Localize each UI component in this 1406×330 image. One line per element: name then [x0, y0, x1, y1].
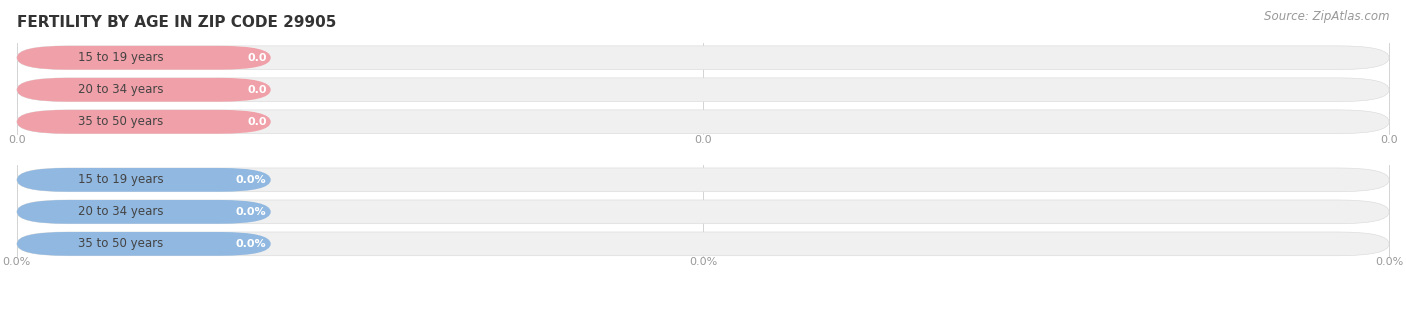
Text: 0.0%: 0.0% [236, 175, 267, 185]
FancyBboxPatch shape [17, 200, 271, 224]
Text: 15 to 19 years: 15 to 19 years [77, 51, 163, 64]
FancyBboxPatch shape [17, 168, 271, 192]
Text: 0.0: 0.0 [247, 53, 267, 63]
Text: 0.0%: 0.0% [1375, 257, 1403, 267]
Text: FERTILITY BY AGE IN ZIP CODE 29905: FERTILITY BY AGE IN ZIP CODE 29905 [17, 15, 336, 30]
FancyBboxPatch shape [17, 46, 1389, 70]
Text: 35 to 50 years: 35 to 50 years [77, 237, 163, 250]
FancyBboxPatch shape [17, 168, 1389, 192]
Text: 0.0%: 0.0% [236, 239, 267, 249]
FancyBboxPatch shape [17, 78, 1389, 102]
FancyBboxPatch shape [17, 110, 1389, 134]
Text: 0.0%: 0.0% [3, 257, 31, 267]
FancyBboxPatch shape [17, 110, 271, 134]
FancyBboxPatch shape [17, 46, 271, 70]
Text: 0.0: 0.0 [8, 135, 25, 145]
Text: 15 to 19 years: 15 to 19 years [77, 173, 163, 186]
Text: 20 to 34 years: 20 to 34 years [77, 83, 163, 96]
Text: 0.0: 0.0 [695, 135, 711, 145]
Text: 0.0: 0.0 [247, 117, 267, 127]
FancyBboxPatch shape [17, 232, 271, 256]
FancyBboxPatch shape [17, 232, 1389, 256]
Text: 35 to 50 years: 35 to 50 years [77, 115, 163, 128]
Text: 20 to 34 years: 20 to 34 years [77, 205, 163, 218]
FancyBboxPatch shape [17, 78, 271, 102]
Text: 0.0: 0.0 [1381, 135, 1398, 145]
Text: Source: ZipAtlas.com: Source: ZipAtlas.com [1264, 10, 1389, 23]
FancyBboxPatch shape [17, 200, 1389, 224]
Text: 0.0%: 0.0% [689, 257, 717, 267]
Text: 0.0: 0.0 [247, 85, 267, 95]
Text: 0.0%: 0.0% [236, 207, 267, 217]
